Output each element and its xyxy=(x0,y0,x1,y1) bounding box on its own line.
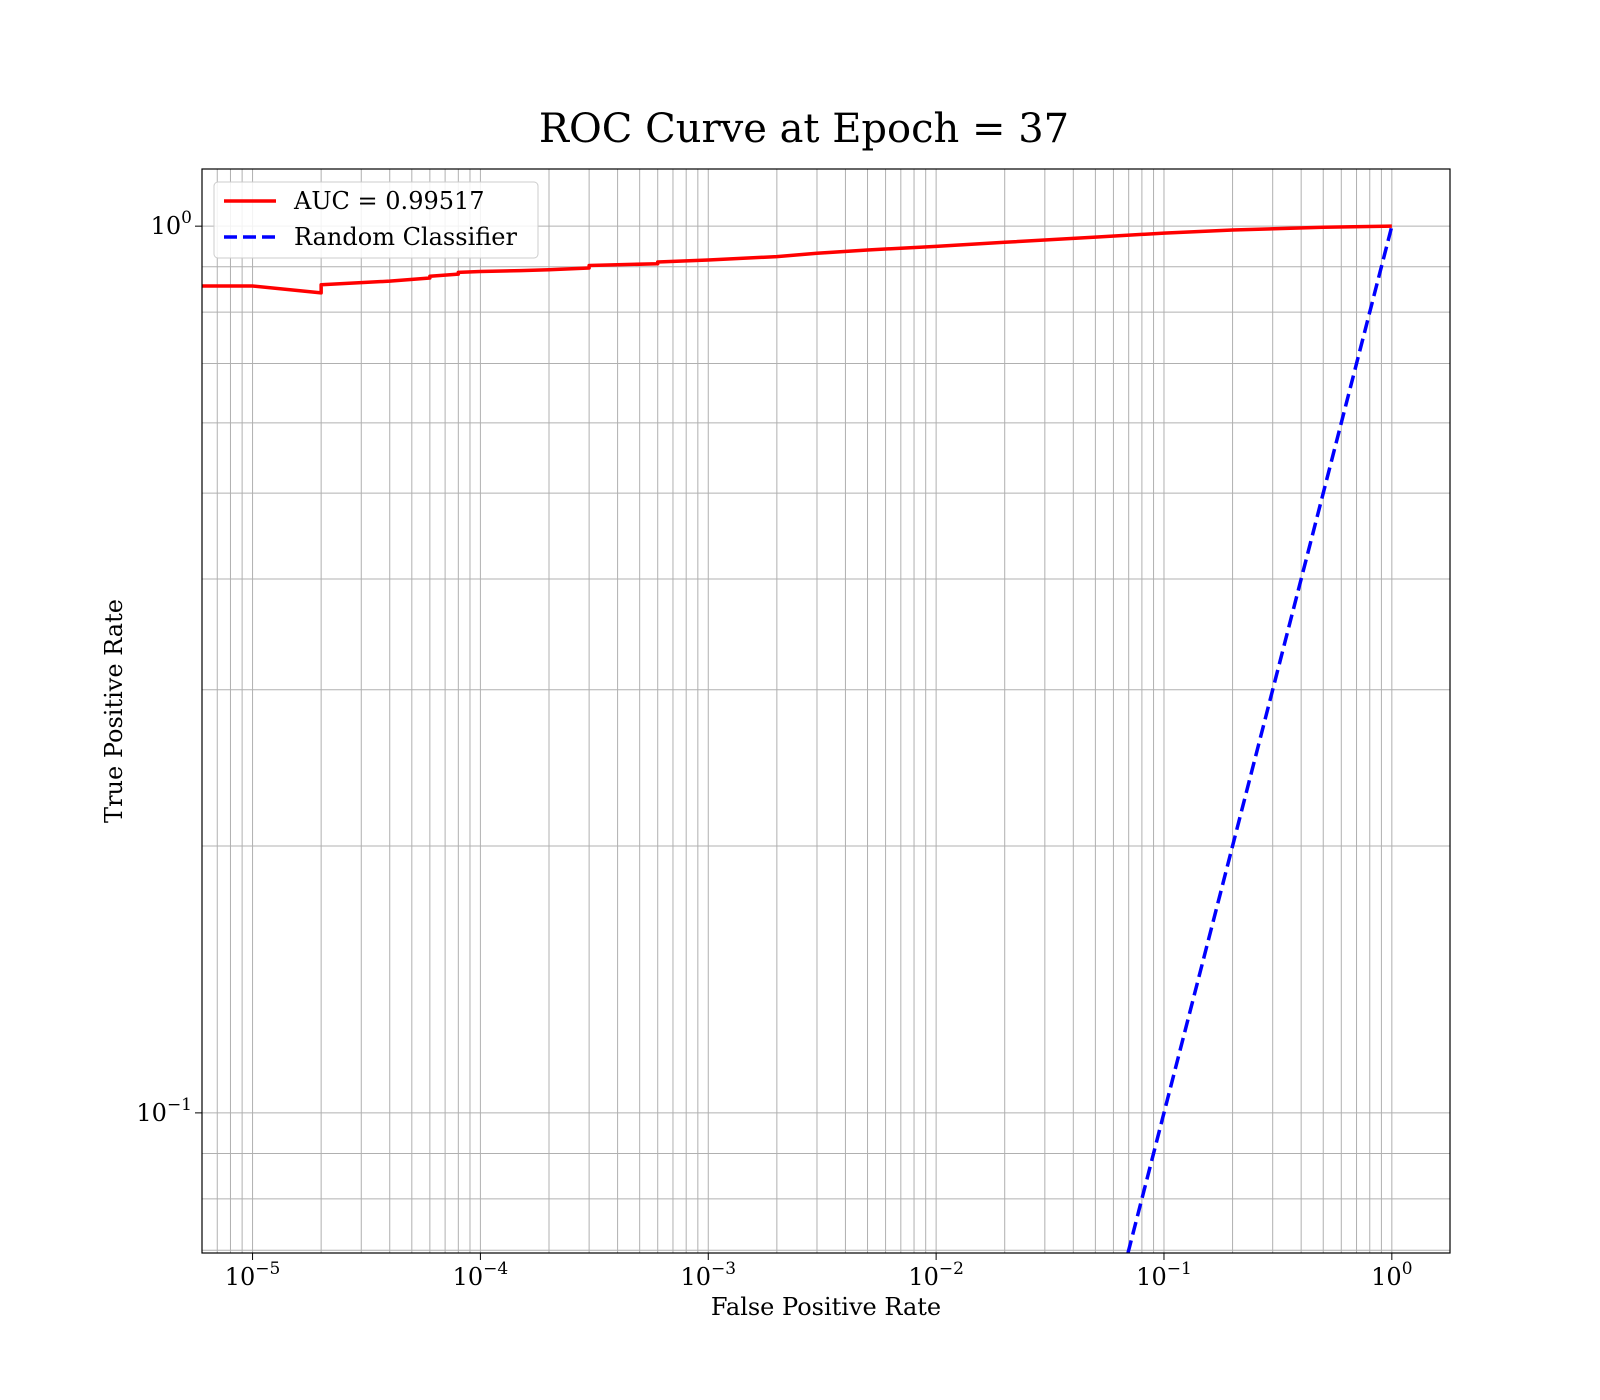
plot-frame xyxy=(201,168,1451,1254)
ticks: 10−5 10−4 10−3 10−2 10−1 100 10−1 100 xyxy=(136,208,1412,1291)
series-line-1 xyxy=(202,224,1392,295)
x-tick-label: 10−4 xyxy=(453,1259,509,1291)
x-tick-label: 10−2 xyxy=(908,1259,964,1291)
x-tick-label: 10−5 xyxy=(225,1259,281,1291)
x-tick-label: 10−1 xyxy=(1136,1259,1192,1291)
grid xyxy=(201,169,1450,1253)
legend-label-1: AUC = 0.99517 xyxy=(293,187,485,215)
x-tick-label: 10−3 xyxy=(680,1259,736,1291)
chart-title: ROC Curve at Epoch = 37 xyxy=(539,106,1069,152)
y-tick-label: 10−1 xyxy=(136,1095,192,1127)
y-tick-label: 100 xyxy=(151,208,192,240)
x-tick-label: 100 xyxy=(1371,1259,1412,1291)
legend-label-2: Random Classifier xyxy=(294,223,517,251)
series-layer xyxy=(202,224,1394,1254)
y-axis-label: True Positive Rate xyxy=(100,599,128,823)
series-line-2 xyxy=(1126,225,1394,1254)
legend: AUC = 0.99517 Random Classifier xyxy=(213,181,539,259)
x-axis-label: False Positive Rate xyxy=(711,1293,941,1321)
legend-box xyxy=(213,181,539,259)
